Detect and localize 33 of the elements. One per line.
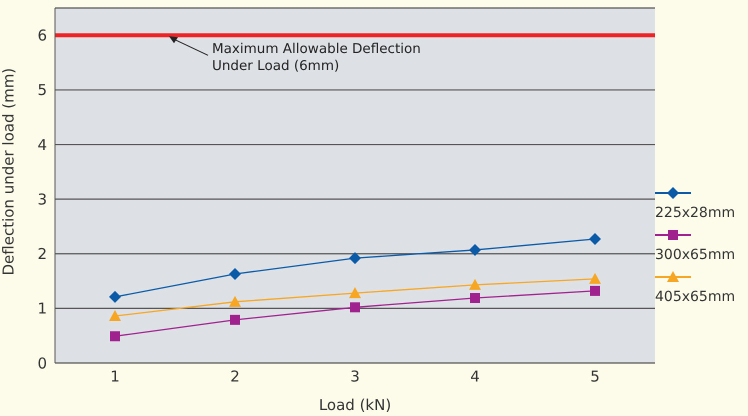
point	[469, 244, 481, 256]
point	[470, 293, 480, 304]
point	[590, 286, 600, 296]
ref-line-label: Maximum Allowable Deflection Under Load (6mm)	[212, 41, 422, 76]
y-tick-label: 6	[37, 26, 47, 45]
point	[589, 233, 601, 246]
point	[109, 290, 121, 303]
point	[230, 314, 240, 325]
x-tick-label: 5	[590, 368, 600, 386]
point	[349, 252, 361, 264]
point	[229, 296, 241, 307]
y-tick-label: 0	[37, 354, 47, 372]
x-tick-label: 4	[470, 368, 480, 386]
point	[110, 331, 120, 342]
y-tick-label: 4	[37, 136, 47, 154]
legend-label: 300x65mm	[655, 247, 736, 263]
point	[349, 287, 361, 298]
legend-label: 225x28mm	[655, 205, 736, 221]
x-tick-label: 2	[230, 368, 240, 386]
point	[469, 278, 481, 290]
y-tick-label: 3	[37, 190, 47, 208]
y-tick-label: 5	[37, 81, 47, 100]
y-tick-label: 1	[37, 300, 47, 318]
legend-label: 405x65mm	[655, 289, 736, 305]
x-axis-title: Load (kN)	[318, 396, 392, 414]
x-tick-label: 1	[110, 368, 120, 386]
point	[229, 268, 241, 280]
y-axis-title: Deflection under load (mm)	[0, 68, 18, 276]
point	[350, 302, 360, 312]
point	[589, 272, 601, 284]
y-tick-label: 2	[37, 245, 47, 264]
x-tick-label: 3	[350, 368, 360, 386]
point	[109, 310, 121, 322]
